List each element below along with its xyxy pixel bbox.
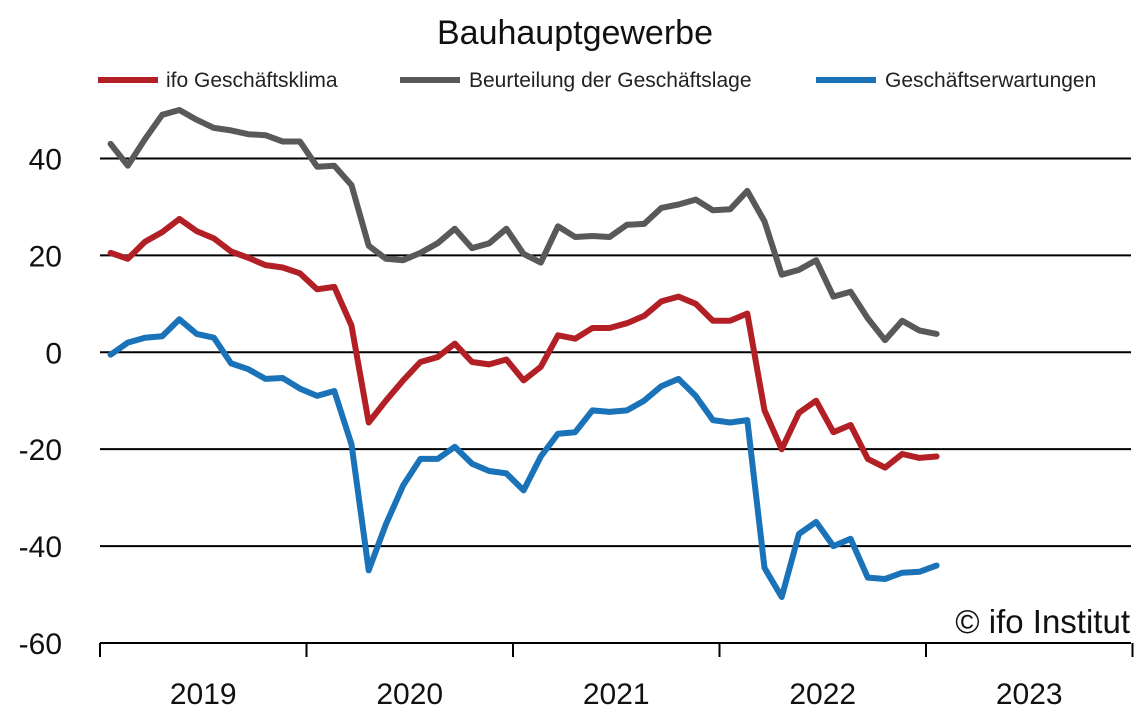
series-line-0 xyxy=(107,216,940,471)
legend-label-geschaeftsklima: ifo Geschäftsklima xyxy=(166,69,338,92)
x-axis: 2019 2020 2021 2022 2023 xyxy=(99,642,1134,711)
x-tick-label: 2020 xyxy=(376,678,443,711)
chart-title: Bauhauptgewerbe xyxy=(437,14,713,52)
x-tick-label: 2022 xyxy=(789,678,856,711)
series-line-1 xyxy=(107,107,940,344)
legend-label-geschaeftserwartungen: Geschäftserwartungen xyxy=(885,69,1096,92)
series-lines xyxy=(107,107,940,600)
y-tick-label: 20 xyxy=(29,240,62,273)
legend: ifo Geschäftsklima Beurteilung der Gesch… xyxy=(98,69,1096,92)
y-tick-label: -40 xyxy=(19,531,62,564)
gridlines xyxy=(100,157,1131,548)
y-tick-label: -20 xyxy=(19,434,62,467)
x-tick-label: 2021 xyxy=(583,678,650,711)
watermark-label: © ifo Institut xyxy=(955,603,1130,640)
series-line-2 xyxy=(107,316,940,600)
y-axis-ticks: 40 20 0 -20 -40 -60 xyxy=(19,143,62,661)
x-tick-label: 2019 xyxy=(170,678,237,711)
y-tick-label: 0 xyxy=(45,337,62,370)
legend-label-geschaeftslage: Beurteilung der Geschäftslage xyxy=(469,69,752,92)
y-tick-label: -60 xyxy=(19,628,62,661)
x-tick-label: 2023 xyxy=(996,678,1063,711)
y-tick-label: 40 xyxy=(29,143,62,176)
